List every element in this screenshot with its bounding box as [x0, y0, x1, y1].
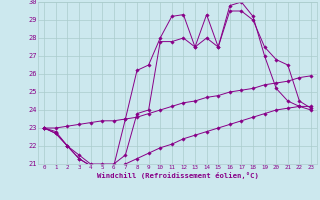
- X-axis label: Windchill (Refroidissement éolien,°C): Windchill (Refroidissement éolien,°C): [97, 172, 259, 179]
